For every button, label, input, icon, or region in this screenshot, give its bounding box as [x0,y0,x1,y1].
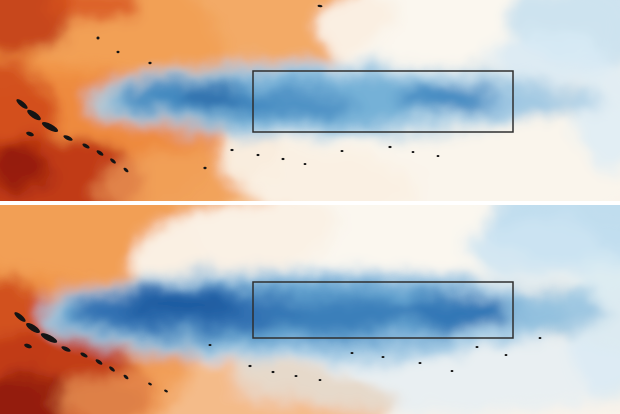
island-outline [256,153,260,157]
island-outline [41,122,59,132]
island-outline [123,167,129,173]
island-outline [61,346,71,352]
anomaly-blob [0,146,52,190]
island-outline [230,148,234,152]
map-panel-bottom [0,205,620,414]
anomaly-blob [503,290,607,330]
island-outline [303,163,307,165]
island-outline [164,389,168,393]
island-outline [96,36,100,40]
anomaly-blob [490,84,600,116]
island-outline [26,131,34,137]
island-outline [436,155,440,157]
anomaly-map-bottom [0,205,620,414]
island-outline [148,61,152,65]
island-outline [80,352,88,358]
anomaly-blob [492,32,612,84]
island-outline [411,151,415,153]
island-outline [16,99,28,109]
island-outline [294,375,298,377]
island-outline [148,382,152,386]
island-outline [450,370,454,372]
anomaly-blob [0,0,72,54]
island-outline [14,312,26,322]
island-outline [504,354,508,356]
island-outline [27,109,41,121]
island-outline [24,343,32,349]
island-outline [109,366,115,372]
panel-divider [0,201,620,205]
island-outline [95,359,103,365]
island-outline [123,374,129,380]
anomaly-blob [574,60,620,170]
island-outline [318,379,322,381]
anomaly-blob [263,297,407,333]
anomaly-field [0,205,620,414]
island-outline [40,333,58,343]
island-outline [96,150,104,156]
anomaly-blob [180,88,244,106]
anomaly-blob [397,86,513,114]
island-outline [388,145,392,149]
anomaly-blob [400,297,524,329]
island-outline [317,4,323,8]
island-outline [475,346,479,348]
island-outline [248,364,252,368]
island-outline [271,370,275,374]
island-outline [203,166,207,170]
nino34-region-box [252,70,514,133]
island-outline [63,135,73,141]
island-outline [26,322,40,334]
anomaly-blob [50,0,140,24]
island-outline [381,356,385,358]
island-outline [116,50,120,54]
island-outline [208,344,212,346]
anomaly-map-top [0,0,620,201]
map-panel-top [0,0,620,201]
island-outline [538,337,542,339]
anomaly-blob [465,218,605,282]
island-outline [110,158,116,164]
island-outline [82,143,90,149]
nino34-region-box [252,281,514,339]
island-outlines [14,312,542,393]
anomaly-blob [122,296,242,320]
anomaly-blob [245,90,355,116]
island-outline [350,352,354,354]
island-outline [418,362,422,364]
island-outlines [16,4,440,173]
island-outline [281,157,285,161]
anomaly-field [0,0,620,201]
island-outline [340,150,344,152]
